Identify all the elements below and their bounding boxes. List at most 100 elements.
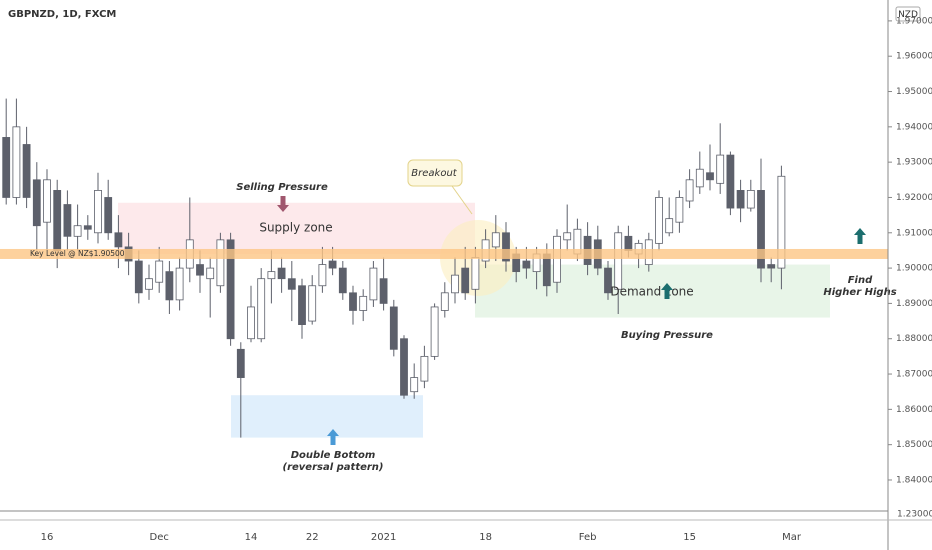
y-tick-label: 1.90000 [896, 264, 932, 274]
candle-body [277, 267, 286, 280]
annotation: Breakout [411, 168, 457, 179]
candle-body [2, 137, 11, 198]
candle-body [726, 154, 735, 209]
candle-body [328, 260, 337, 269]
y-tick-label: 1.87000 [896, 370, 932, 380]
arrow [661, 283, 673, 299]
chart-title: GBPNZD, 1D, FXCM [8, 9, 116, 20]
candle-body [94, 190, 102, 234]
candle-body [338, 267, 347, 294]
x-tick-label: 14 [245, 532, 258, 543]
candle-body [440, 292, 449, 311]
candle-body [63, 204, 72, 237]
x-tick-label: 2021 [371, 532, 396, 543]
candle-body [706, 172, 714, 181]
candle-body [736, 190, 745, 209]
y-tick-label: 1.97000 [896, 16, 932, 26]
candle-body [236, 348, 245, 378]
candle-body [369, 267, 378, 301]
candle-body [522, 260, 531, 269]
zone-label: Supply zone [259, 221, 332, 235]
x-tick-label: Mar [782, 532, 802, 543]
candle-body [145, 278, 153, 290]
candle-body [400, 338, 408, 396]
extra-price-label: 1.23000 [897, 510, 932, 520]
candle-body [318, 264, 327, 287]
y-tick-label: 1.88000 [896, 334, 932, 344]
x-tick-label: 18 [479, 532, 492, 543]
candle-body [410, 377, 419, 393]
zone [231, 395, 423, 438]
candle-body [451, 274, 459, 294]
candle-body [695, 168, 704, 188]
candle-body [757, 190, 765, 269]
y-tick-label: 1.86000 [896, 405, 932, 415]
candle-body [624, 235, 633, 251]
candle-body [114, 232, 123, 248]
candle-body [32, 179, 41, 227]
candle-body [553, 235, 561, 283]
callout-box [407, 159, 463, 187]
candle-body [502, 232, 510, 262]
candle-body [155, 260, 164, 283]
candle-body [104, 197, 113, 234]
candle-body [287, 278, 296, 290]
candle-body [471, 257, 480, 290]
candle-body [665, 218, 674, 234]
currency-box [895, 6, 921, 22]
zone-label: Demand zone [610, 285, 693, 299]
y-tick-label: 1.85000 [896, 440, 932, 450]
candle-body [767, 264, 776, 269]
candle-body [216, 239, 225, 287]
arrow [327, 429, 339, 445]
candle-body [134, 260, 143, 294]
candle-body [614, 232, 623, 290]
overlay: Key Level @ NZ$1.90500 Supply zone Demand … [0, 159, 897, 473]
y-tick-label: 1.91000 [896, 228, 932, 238]
candle-body [53, 190, 62, 251]
candle-body [604, 267, 612, 294]
candle-body [247, 306, 255, 340]
candle-body [226, 239, 235, 340]
annotation: Find [848, 275, 873, 286]
candle-body [675, 197, 684, 223]
candle-body [420, 355, 429, 382]
candle-body [349, 292, 357, 311]
callout-pointer [451, 185, 473, 215]
zone [118, 202, 475, 254]
candles [2, 98, 786, 438]
x-tick-label: Dec [150, 532, 169, 543]
y-tick-label: 1.89000 [896, 299, 932, 309]
annotation: Selling Pressure [236, 182, 328, 193]
annotation: (reversal pattern) [283, 462, 384, 473]
candle-body [298, 285, 306, 325]
y-tick-label: 1.95000 [896, 87, 932, 97]
x-tick-label: 22 [306, 532, 319, 543]
candle-body [379, 278, 388, 304]
currency-label: NZD [898, 10, 918, 20]
candle-body [165, 271, 174, 301]
candle-body [267, 271, 276, 280]
annotation: Higher Highs [823, 287, 896, 298]
y-tick-label: 1.96000 [896, 52, 932, 62]
x-tick-label: Feb [579, 532, 597, 543]
candle-body [777, 175, 786, 269]
candle-body [175, 267, 184, 301]
candle-body [73, 225, 82, 237]
candle-body [359, 295, 368, 311]
candle-body [83, 225, 92, 230]
annotation: Buying Pressure [621, 330, 713, 341]
candle-body [746, 190, 755, 209]
candle-body [206, 267, 215, 280]
candle-body [430, 306, 439, 357]
y-tick-label: 1.93000 [896, 158, 932, 168]
candle-body [491, 232, 500, 248]
y-tick-label: 1.92000 [896, 193, 932, 203]
x-tick-label: 15 [683, 532, 696, 543]
candle-body [22, 144, 31, 198]
arrow [854, 228, 866, 244]
candle-body [461, 267, 470, 294]
y-tick-label: 1.84000 [896, 475, 932, 485]
candle-body [12, 126, 21, 198]
